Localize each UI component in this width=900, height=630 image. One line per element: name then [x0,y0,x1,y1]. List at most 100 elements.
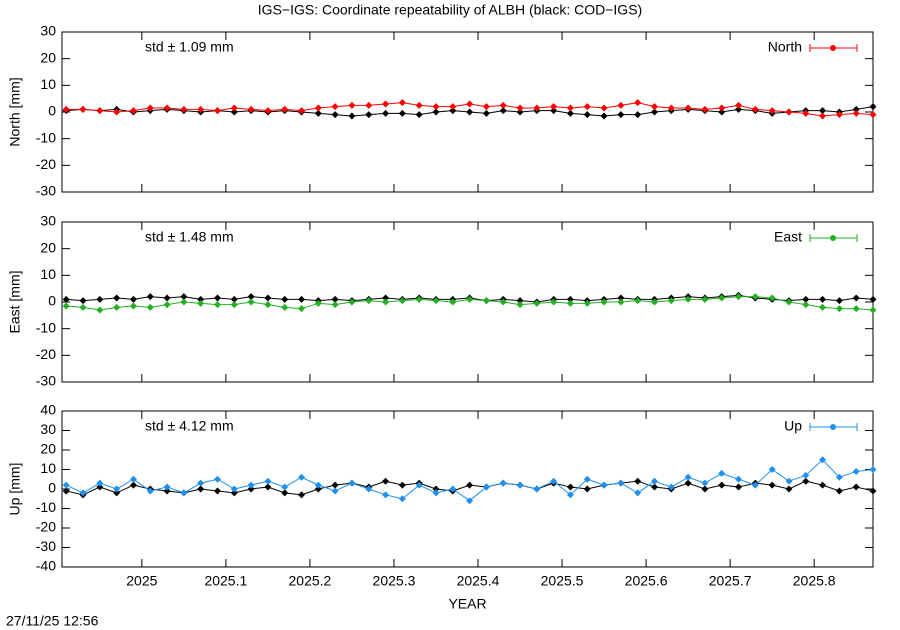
data-point [62,481,70,489]
y-tick-label: -10 [36,129,56,145]
data-point [382,491,390,499]
data-point [768,481,776,489]
data-point [617,479,625,487]
data-point [701,105,709,113]
data-point [382,294,390,302]
y-tick-label: -30 [36,538,56,554]
data-point [281,295,289,303]
data-point [869,466,877,473]
y-tick-label: -30 [36,373,56,389]
data-point [382,477,390,485]
data-point [230,485,238,493]
data-point [298,107,306,115]
data-point [735,483,743,491]
data-point [650,103,658,111]
data-point [314,481,322,489]
y-tick-label: 10 [40,266,56,282]
data-point [819,107,827,115]
data-point [684,104,692,112]
data-point [550,103,558,111]
data-point [852,109,860,117]
data-point [298,295,306,303]
data-point [667,297,675,305]
data-point [432,489,440,497]
data-point [819,303,827,311]
y-tick-label: 30 [40,213,56,229]
data-point [365,485,373,493]
data-point [432,108,440,116]
data-point [684,473,692,481]
data-point [331,103,339,111]
data-point [735,105,743,113]
data-point [583,103,591,111]
data-point [718,108,726,116]
data-point [583,485,591,493]
data-point [768,294,776,302]
data-point [129,295,137,303]
data-point [163,294,171,302]
data-point [415,481,423,489]
data-point [684,479,692,487]
data-point [516,108,524,116]
data-point [230,104,238,112]
x-tick-label: 2025.4 [457,573,500,589]
data-point [213,294,221,302]
data-point [79,303,87,311]
data-point [600,104,608,112]
data-point [802,109,810,117]
data-point [146,293,154,301]
data-point [701,295,709,303]
data-point [583,475,591,483]
data-point [785,298,793,306]
data-point [213,301,221,309]
x-tick-label: 2025.1 [204,573,247,589]
data-point [785,485,793,493]
y-tick-label: -20 [36,346,56,362]
data-point [785,108,793,116]
data-point [163,483,171,491]
data-point [819,112,827,120]
y-axis-label: North [mm] [7,77,23,146]
data-point [96,306,104,314]
data-point [382,100,390,108]
data-point [348,479,356,487]
std-annotation: std ± 4.12 mm [145,418,234,434]
data-point [264,301,272,309]
data-point [365,297,373,305]
data-point [650,483,658,491]
data-point [802,295,810,303]
data-point [466,497,474,505]
data-point [718,481,726,489]
data-point [634,477,642,485]
data-point [62,487,70,495]
data-point [617,294,625,302]
data-point [415,111,423,119]
data-point [230,108,238,116]
data-point [650,477,658,485]
data-point [835,305,843,313]
y-tick-label: 0 [48,480,56,496]
data-point [331,111,339,119]
data-point [482,109,490,117]
data-point [62,302,70,310]
data-point [382,298,390,306]
y-tick-label: 10 [40,76,56,92]
data-point [819,456,827,464]
data-point [449,107,457,115]
data-point [331,481,339,489]
data-point [566,104,574,112]
data-point [180,105,188,113]
data-point [213,487,221,495]
data-point [79,297,87,305]
data-point [466,295,474,303]
data-point [96,483,104,491]
y-tick-label: 0 [48,103,56,119]
data-point [365,101,373,109]
data-point [281,303,289,311]
data-point [785,477,793,485]
x-tick-label: 2025.7 [709,573,752,589]
legend-marker [830,235,836,241]
data-point [281,489,289,497]
data-point [314,299,322,307]
